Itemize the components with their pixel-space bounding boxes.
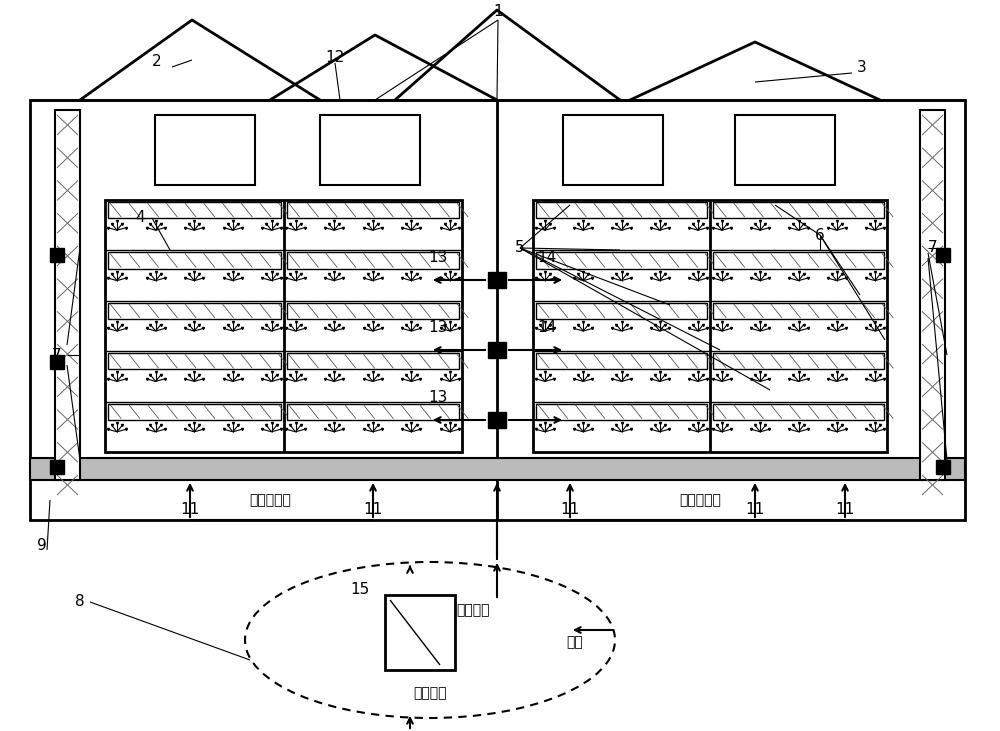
Bar (55, 110, 80, 480)
Text: 12: 12 (325, 50, 345, 66)
Text: 11: 11 (745, 502, 765, 518)
Bar (108, 202, 280, 218)
Bar (108, 404, 280, 420)
Text: 5: 5 (515, 240, 525, 256)
Bar (735, 115, 835, 185)
Bar (50, 248, 64, 262)
Text: 7: 7 (52, 347, 62, 363)
Text: 供热供冷: 供热供冷 (456, 603, 490, 617)
Bar (108, 252, 280, 268)
Text: 14: 14 (537, 320, 557, 336)
Bar (287, 252, 459, 268)
Bar (488, 342, 506, 358)
Bar (536, 404, 707, 420)
Bar (920, 110, 945, 480)
Bar (563, 115, 663, 185)
Text: 7: 7 (928, 240, 938, 256)
Bar (50, 355, 64, 369)
Bar (536, 252, 707, 268)
Text: 11: 11 (560, 502, 580, 518)
Text: 15: 15 (350, 583, 370, 597)
Bar (713, 252, 884, 268)
Text: 11: 11 (363, 502, 383, 518)
Bar (108, 303, 280, 319)
Text: 13: 13 (428, 320, 448, 336)
Bar (30, 100, 965, 520)
Text: 2: 2 (152, 55, 162, 69)
Text: 3: 3 (857, 61, 867, 75)
Text: 11: 11 (835, 502, 855, 518)
Bar (713, 303, 884, 319)
Text: 14: 14 (537, 251, 557, 265)
Bar (320, 115, 420, 185)
Text: 照明电供给: 照明电供给 (249, 493, 291, 507)
Bar (488, 272, 506, 288)
Text: 1: 1 (493, 4, 503, 20)
Bar (155, 115, 255, 185)
Bar (713, 404, 884, 420)
Bar (936, 248, 950, 262)
Text: 13: 13 (428, 251, 448, 265)
Bar (30, 458, 965, 480)
Text: 9: 9 (37, 537, 47, 553)
Text: 11: 11 (180, 502, 200, 518)
Bar (50, 460, 64, 474)
Bar (108, 353, 280, 369)
Bar (385, 595, 455, 670)
Text: 供热供冷: 供热供冷 (413, 686, 447, 700)
Bar (287, 303, 459, 319)
Bar (536, 202, 707, 218)
Text: 13: 13 (428, 390, 448, 406)
Bar (488, 412, 506, 428)
Text: 供电: 供电 (567, 635, 583, 649)
Bar (536, 353, 707, 369)
Bar (536, 303, 707, 319)
Bar (287, 353, 459, 369)
Bar (533, 200, 887, 452)
Text: 照明电供给: 照明电供给 (679, 493, 721, 507)
Bar (713, 202, 884, 218)
Bar (713, 353, 884, 369)
Bar (287, 404, 459, 420)
Text: 6: 6 (815, 227, 825, 243)
Bar (936, 460, 950, 474)
Text: 8: 8 (75, 594, 85, 610)
Bar (287, 202, 459, 218)
Text: 4: 4 (135, 211, 145, 225)
Bar (105, 200, 462, 452)
